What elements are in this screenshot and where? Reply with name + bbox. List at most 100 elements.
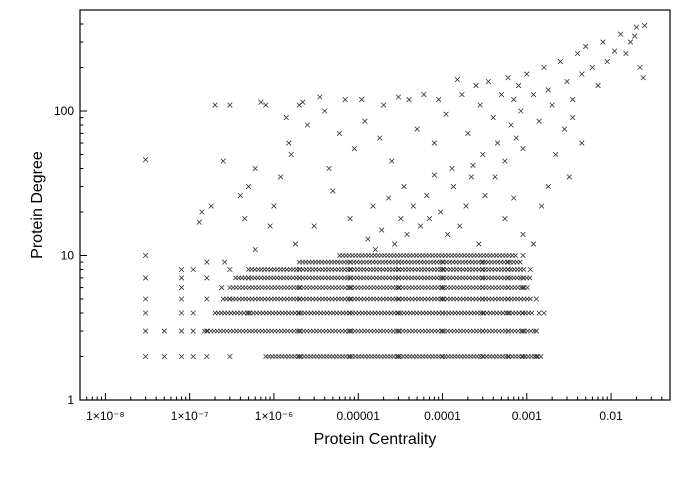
data-point: [204, 328, 210, 334]
data-point: [296, 102, 302, 108]
data-point: [347, 284, 353, 291]
band-marker-deg-8: [521, 267, 527, 272]
data-point: [520, 252, 526, 259]
data-point: [221, 259, 228, 265]
data-point: [277, 174, 284, 180]
y-axis-title: Protein Degree: [29, 151, 46, 259]
data-point: [439, 353, 446, 360]
data-point: [401, 183, 407, 190]
data-point: [439, 296, 446, 302]
data-point: [520, 231, 526, 238]
x-axis-title: Protein Centrality: [314, 431, 437, 448]
data-point: [561, 126, 568, 132]
data-point: [468, 174, 475, 180]
data-point: [505, 328, 511, 334]
data-point: [161, 353, 167, 360]
data-point: [538, 203, 545, 209]
data-point: [190, 328, 196, 334]
data-point: [142, 296, 149, 302]
data-point: [426, 215, 433, 222]
x-tick-label: 0.001: [512, 409, 542, 423]
data-point: [480, 310, 486, 316]
data-point: [304, 122, 311, 128]
data-point: [142, 328, 149, 334]
data-point: [476, 241, 482, 247]
data-point: [435, 96, 442, 103]
data-point: [389, 158, 395, 164]
x-tick-label: 1×10⁻⁷: [171, 409, 209, 423]
data-point: [485, 78, 492, 85]
data-point: [444, 231, 451, 238]
band-marker-deg-10: [513, 253, 519, 258]
data-point: [370, 203, 376, 209]
data-point: [386, 195, 392, 201]
x-tick-label: 0.00001: [337, 409, 381, 423]
data-point: [431, 172, 438, 178]
data-point: [204, 275, 210, 281]
data-point: [362, 118, 368, 124]
data-point: [505, 284, 511, 291]
data-point: [190, 310, 196, 316]
data-point: [505, 310, 511, 316]
data-point: [190, 266, 196, 273]
data-point: [505, 266, 511, 273]
data-point: [190, 353, 196, 360]
data-point: [527, 266, 533, 273]
y-tick-label: 10: [61, 249, 75, 263]
data-point: [283, 114, 289, 121]
band-marker-deg-7: [527, 275, 533, 281]
data-point: [454, 76, 461, 83]
data-point: [410, 203, 416, 209]
data-point: [541, 64, 547, 71]
data-point: [583, 43, 589, 50]
data-point: [351, 145, 358, 152]
x-tick-label: 1×10⁻⁸: [86, 409, 124, 423]
data-point: [142, 353, 149, 360]
data-point: [508, 122, 514, 128]
data-point: [439, 275, 446, 281]
data-point: [395, 94, 402, 100]
band-marker-deg-6: [524, 285, 530, 291]
data-point: [178, 310, 185, 316]
data-point: [637, 64, 643, 71]
data-point: [395, 259, 402, 265]
data-point: [457, 223, 463, 229]
data-point: [296, 353, 302, 360]
data-point: [480, 353, 486, 360]
data-point: [379, 227, 385, 233]
data-points: [142, 22, 648, 360]
data-point: [227, 353, 233, 360]
data-point: [480, 151, 486, 158]
data-point: [505, 275, 511, 281]
data-point: [245, 183, 252, 190]
data-point: [178, 328, 185, 334]
data-point: [557, 58, 564, 65]
data-point: [505, 296, 511, 302]
data-point: [443, 111, 449, 117]
data-point: [237, 192, 244, 199]
data-point: [579, 140, 585, 146]
data-point: [439, 259, 446, 265]
data-point: [450, 183, 457, 190]
data-point: [359, 96, 365, 103]
data-point: [219, 284, 225, 291]
band-marker-deg-5: [527, 296, 533, 302]
data-point: [480, 328, 486, 334]
data-point: [317, 94, 323, 100]
data-point: [252, 246, 258, 253]
y-tick-label: 1: [67, 393, 74, 407]
data-point: [439, 328, 446, 334]
data-point: [398, 215, 404, 222]
y-axis: 1 10 100: [54, 9, 87, 407]
data-point: [417, 223, 424, 229]
data-point: [380, 102, 387, 108]
data-point: [473, 82, 479, 89]
data-point: [515, 82, 522, 89]
x-tick-label: 0.0001: [424, 409, 461, 423]
data-point: [199, 209, 205, 215]
data-point: [545, 183, 551, 190]
data-point: [520, 275, 526, 281]
data-point: [395, 266, 402, 273]
data-point: [459, 91, 465, 98]
